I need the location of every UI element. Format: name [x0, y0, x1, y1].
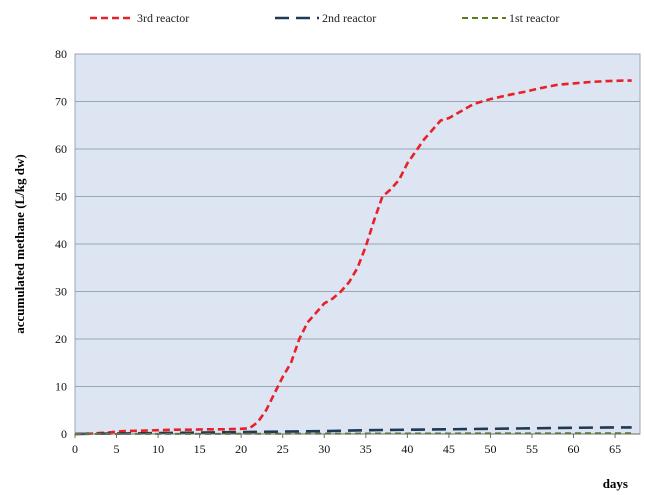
- x-tick-label: 20: [235, 442, 247, 456]
- x-axis-title: days: [603, 476, 628, 491]
- x-tick-label: 25: [277, 442, 289, 456]
- x-tick-label: 40: [401, 442, 413, 456]
- x-tick-label: 50: [484, 442, 496, 456]
- y-tick-label: 30: [55, 285, 67, 299]
- x-tick-label: 10: [152, 442, 164, 456]
- legend: 3rd reactor 2nd reactor 1st reactor: [90, 11, 559, 25]
- legend-label: 3rd reactor: [137, 11, 189, 25]
- y-tick-label: 20: [55, 332, 67, 346]
- y-axis-ticks: 0 10 20 30 40 50 60 70 80: [55, 47, 67, 441]
- x-tick-label: 65: [609, 442, 621, 456]
- y-tick-label: 40: [55, 237, 67, 251]
- x-tick-label: 0: [72, 442, 78, 456]
- y-tick-label: 50: [55, 190, 67, 204]
- y-axis-title: accumulated methane (L/kg dw): [12, 154, 27, 333]
- legend-label: 1st reactor: [509, 11, 559, 25]
- gridlines: [75, 53, 640, 387]
- y-tick-label: 70: [55, 95, 67, 109]
- x-tick-label: 5: [114, 442, 120, 456]
- y-tick-label: 80: [55, 47, 67, 61]
- series-line-2: [74, 426, 632, 436]
- legend-label: 2nd reactor: [322, 11, 376, 25]
- series-line-1: [74, 79, 632, 436]
- x-tick-label: 35: [360, 442, 372, 456]
- x-tick-label: 60: [568, 442, 580, 456]
- x-tick-label: 55: [526, 442, 538, 456]
- x-tick-label: 30: [318, 442, 330, 456]
- x-axis-ticks: 0 5 10 15 20 25 30 35 40 45 50 55 60 65: [72, 434, 621, 456]
- y-tick-label: 10: [55, 380, 67, 394]
- x-tick-label: 45: [443, 442, 455, 456]
- x-tick-label: 15: [194, 442, 206, 456]
- y-tick-label: 60: [55, 142, 67, 156]
- y-tick-label: 0: [61, 427, 67, 441]
